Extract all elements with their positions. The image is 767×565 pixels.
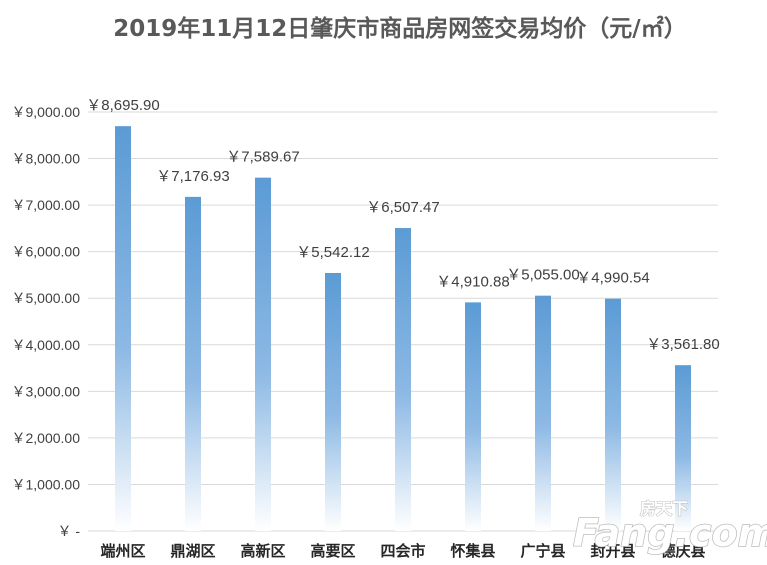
y-tick-label: ￥4,000.00 [12, 337, 81, 353]
y-tick-label: ￥ - [57, 523, 80, 539]
data-labels: ￥8,695.90 ￥7,176.93 ￥7,589.67 ￥5,542.12 ￥6,5… [86, 97, 719, 353]
y-tick-label: ￥7,000.00 [12, 197, 81, 213]
bar [115, 126, 131, 532]
y-tick-label: ￥8,000.00 [12, 151, 81, 167]
y-axis-ticks: ￥ - ￥1,000.00 ￥2,000.00 ￥3,000.00 ￥4,000.00 ￥… [12, 104, 81, 539]
watermark-big-text: Fang.com [573, 511, 767, 555]
data-label: ￥7,176.93 [156, 168, 229, 185]
y-tick-label: ￥2,000.00 [12, 430, 81, 446]
x-tick-label: 四会市 [380, 542, 425, 560]
x-tick-label: 广宁县 [520, 542, 565, 560]
watermark-small-text: 房天下 [640, 499, 688, 518]
bars [115, 126, 691, 532]
x-tick-label: 端州区 [100, 542, 145, 560]
data-label: ￥5,542.12 [296, 244, 369, 261]
data-label: ￥8,695.90 [86, 97, 159, 114]
y-tick-label: ￥5,000.00 [12, 290, 81, 306]
x-tick-label: 怀集县 [450, 542, 495, 560]
bar [255, 177, 271, 531]
bar [395, 228, 411, 531]
data-label: ￥4,990.54 [576, 270, 649, 287]
data-label: ￥6,507.47 [366, 199, 439, 216]
y-tick-label: ￥1,000.00 [12, 476, 81, 492]
data-label: ￥5,055.00 [506, 267, 579, 284]
bar [185, 196, 201, 532]
bar [675, 365, 691, 531]
bar [535, 295, 551, 531]
y-tick-label: ￥3,000.00 [12, 383, 81, 399]
data-label: ￥4,910.88 [436, 273, 509, 290]
y-tick-label: ￥6,000.00 [12, 244, 81, 260]
bar [605, 298, 621, 531]
watermark-logo: 房天下 Fang.com [572, 499, 767, 556]
x-tick-label: 德庆县 [660, 542, 705, 560]
data-label: ￥3,561.80 [646, 336, 719, 353]
x-tick-label: 高新区 [240, 542, 285, 560]
y-tick-label: ￥9,000.00 [12, 104, 81, 120]
x-tick-label: 封开县 [590, 542, 635, 560]
chart-title: 2019年11月12日肇庆市商品房网签交易均价（元/㎡） [113, 15, 686, 42]
data-label: ￥7,589.67 [226, 149, 299, 166]
bar [465, 302, 481, 531]
x-tick-label: 高要区 [310, 542, 355, 560]
bar [325, 272, 341, 531]
x-axis-ticks: 端州区 鼎湖区 高新区 高要区 四会市 怀集县 广宁县 封开县 德庆县 [100, 542, 705, 560]
x-tick-label: 鼎湖区 [170, 542, 215, 560]
